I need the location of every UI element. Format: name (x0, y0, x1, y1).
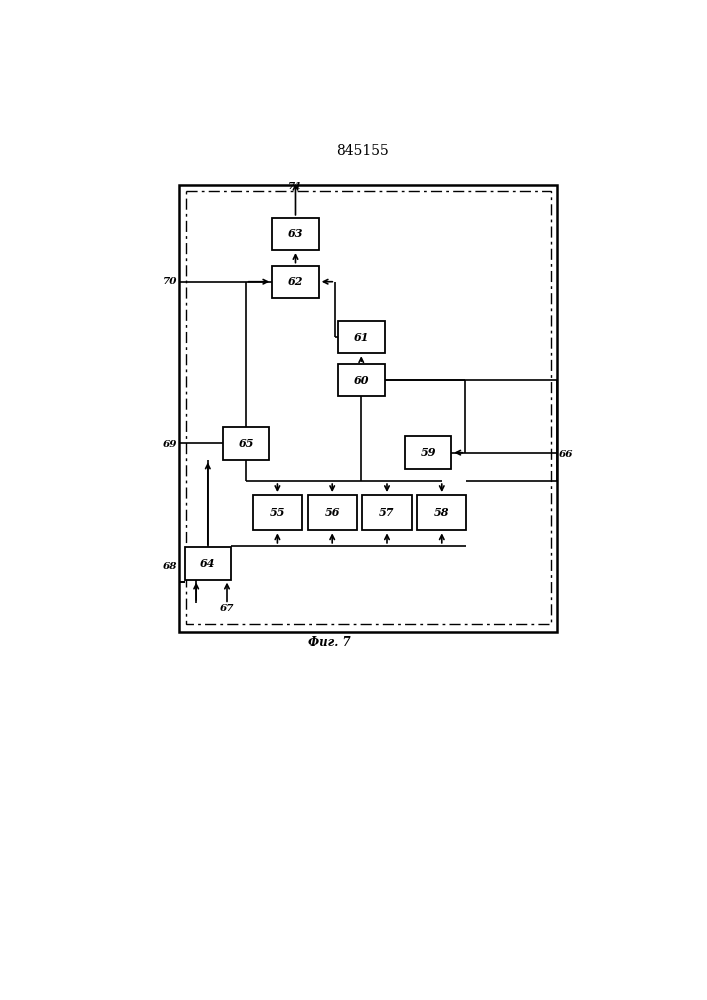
Text: 65: 65 (238, 438, 254, 449)
Text: 61: 61 (354, 332, 369, 343)
Text: 68: 68 (163, 562, 177, 571)
Text: 69: 69 (163, 440, 177, 449)
Text: 63: 63 (288, 228, 303, 239)
Bar (338, 321, 385, 353)
Bar (417, 495, 467, 530)
Text: 59: 59 (421, 447, 436, 458)
Bar (363, 495, 411, 530)
Text: 55: 55 (269, 507, 285, 518)
Text: 70: 70 (163, 277, 177, 286)
Text: 66: 66 (559, 450, 573, 459)
Text: 57: 57 (379, 507, 395, 518)
Bar (272, 266, 319, 298)
Bar (253, 495, 302, 530)
Text: 58: 58 (434, 507, 450, 518)
Text: 71: 71 (288, 182, 303, 191)
Bar (179, 185, 557, 632)
Bar (405, 436, 451, 469)
Bar (185, 547, 231, 580)
Text: 67: 67 (220, 604, 234, 613)
Bar (186, 191, 551, 624)
Text: 845155: 845155 (336, 144, 389, 158)
Text: 56: 56 (325, 507, 340, 518)
Bar (272, 218, 319, 250)
Bar (338, 364, 385, 396)
Text: 64: 64 (200, 558, 216, 569)
Text: 60: 60 (354, 375, 369, 386)
Text: 62: 62 (288, 276, 303, 287)
Bar (223, 427, 269, 460)
Bar (308, 495, 357, 530)
Text: Фиг. 7: Фиг. 7 (308, 636, 351, 649)
